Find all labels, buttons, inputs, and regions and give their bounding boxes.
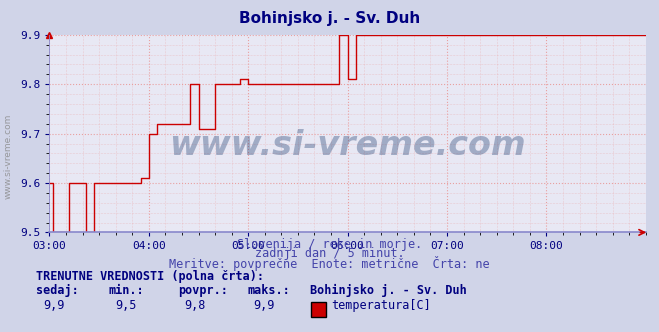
- Text: www.si-vreme.com: www.si-vreme.com: [3, 113, 13, 199]
- Text: 9,9: 9,9: [43, 299, 64, 312]
- Text: Bohinjsko j. - Sv. Duh: Bohinjsko j. - Sv. Duh: [239, 11, 420, 26]
- Text: www.si-vreme.com: www.si-vreme.com: [169, 129, 526, 162]
- Text: zadnji dan / 5 minut.: zadnji dan / 5 minut.: [254, 247, 405, 261]
- Text: sedaj:: sedaj:: [36, 284, 79, 297]
- Text: 9,9: 9,9: [254, 299, 275, 312]
- Text: TRENUTNE VREDNOSTI (polna črta):: TRENUTNE VREDNOSTI (polna črta):: [36, 270, 264, 283]
- Text: povpr.:: povpr.:: [178, 284, 228, 297]
- Text: Bohinjsko j. - Sv. Duh: Bohinjsko j. - Sv. Duh: [310, 284, 467, 297]
- Text: Meritve: povprečne  Enote: metrične  Črta: ne: Meritve: povprečne Enote: metrične Črta:…: [169, 256, 490, 272]
- Text: temperatura[C]: temperatura[C]: [331, 299, 430, 312]
- Text: Slovenija / reke in morje.: Slovenija / reke in morje.: [237, 237, 422, 251]
- Text: 9,8: 9,8: [185, 299, 206, 312]
- Text: 9,5: 9,5: [115, 299, 136, 312]
- Text: min.:: min.:: [109, 284, 144, 297]
- Text: maks.:: maks.:: [247, 284, 290, 297]
